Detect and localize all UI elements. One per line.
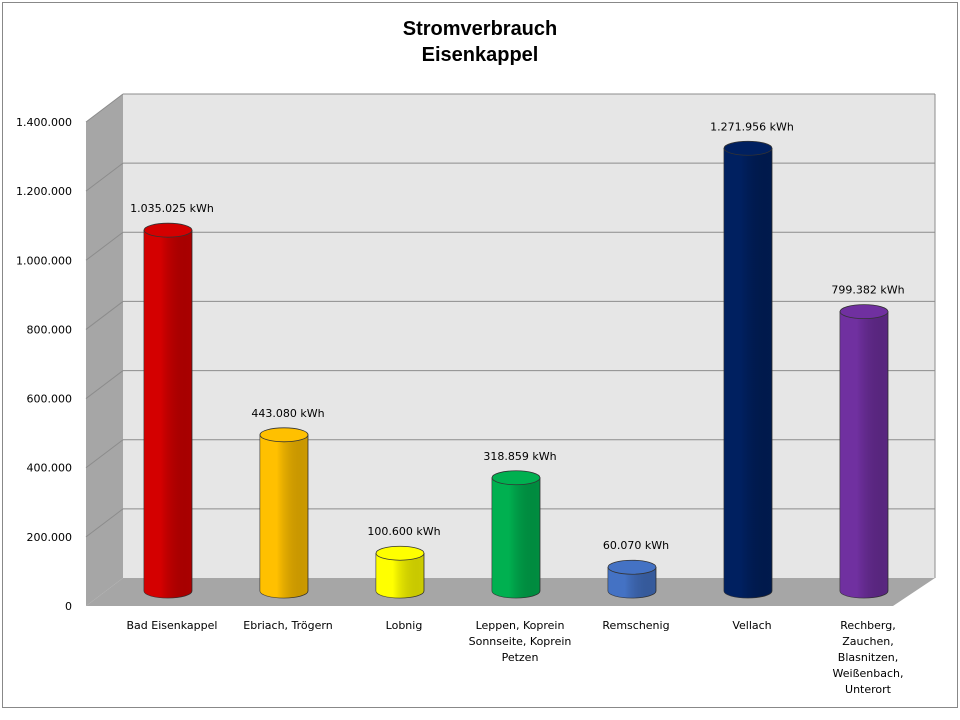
bar-series [143, 140, 889, 599]
bar-top [143, 222, 193, 238]
side-wall [86, 94, 123, 606]
gridline-side [85, 439, 124, 469]
bar-shading [376, 553, 424, 598]
data-label: 1.035.025 kWh [130, 202, 214, 215]
gridline-side [85, 301, 124, 330]
y-tick-label: 1.000.000 [16, 254, 72, 267]
bar-top [375, 545, 425, 561]
bar-shading [260, 434, 308, 598]
chart-title-line-1: Stromverbrauch [402, 18, 558, 40]
bar-top [723, 140, 773, 156]
data-labels: 1.035.025 kWh 443.080 kWh 100.600 kWh 318.8… [130, 120, 904, 552]
x-tick-label: Vellach [732, 619, 771, 632]
bar [607, 559, 657, 599]
x-axis: Bad Eisenkappel Ebriach, Trögern Lobnig Lep… [127, 619, 904, 696]
y-tick-label: 600.000 [27, 393, 73, 406]
y-tick-label: 1.200.000 [16, 185, 72, 198]
bar [491, 470, 541, 599]
bar-shading [724, 148, 772, 598]
bar-top [259, 427, 309, 443]
data-label: 1.271.956 kWh [710, 120, 794, 133]
bar-shading [144, 230, 192, 599]
y-tick-label: 200.000 [27, 531, 73, 544]
x-tick-label: Leppen, Koprein Sonnseite, Koprein Petzen [469, 619, 572, 664]
gridline-side [85, 162, 124, 192]
y-tick-label: 400.000 [27, 462, 73, 475]
bar [259, 427, 309, 599]
bar-top [839, 304, 889, 320]
chart-title: Stromverbrauch Eisenkappel [0, 16, 960, 68]
bar-shading [608, 567, 656, 598]
gridline-side [85, 508, 124, 538]
data-label: 799.382 kWh [831, 284, 904, 297]
data-label: 100.600 kWh [367, 525, 440, 538]
data-label: 443.080 kWh [251, 407, 324, 420]
bar-shading [492, 477, 540, 598]
x-tick-label: Rechberg, Zauchen, Blasnitzen, Weißenbach, U… [833, 619, 904, 696]
chart-title-line-2: Eisenkappel [421, 44, 539, 66]
y-tick-label: 800.000 [27, 323, 73, 336]
x-tick-label: Remschenig [602, 619, 669, 632]
gridline-side [85, 231, 124, 261]
x-tick-label: Bad Eisenkappel [127, 619, 218, 632]
data-label: 60.070 kWh [603, 539, 669, 552]
x-tick-label: Lobnig [386, 619, 423, 632]
bar-shading [840, 311, 888, 598]
gridline-side [85, 93, 124, 123]
y-tick-label: 1.400.000 [16, 116, 72, 129]
bar [375, 545, 425, 599]
bar-top [491, 470, 541, 486]
bar-top [607, 559, 657, 575]
bar [723, 140, 773, 599]
gridline-side [85, 370, 124, 399]
data-label: 318.859 kWh [483, 450, 556, 463]
y-axis: 0 200.000 400.000 600.000 800.000 1.000.000 1.… [16, 116, 72, 613]
y-tick-label: 0 [65, 600, 72, 613]
bar [839, 304, 889, 599]
x-tick-label: Ebriach, Trögern [243, 619, 332, 632]
bar [143, 222, 193, 599]
